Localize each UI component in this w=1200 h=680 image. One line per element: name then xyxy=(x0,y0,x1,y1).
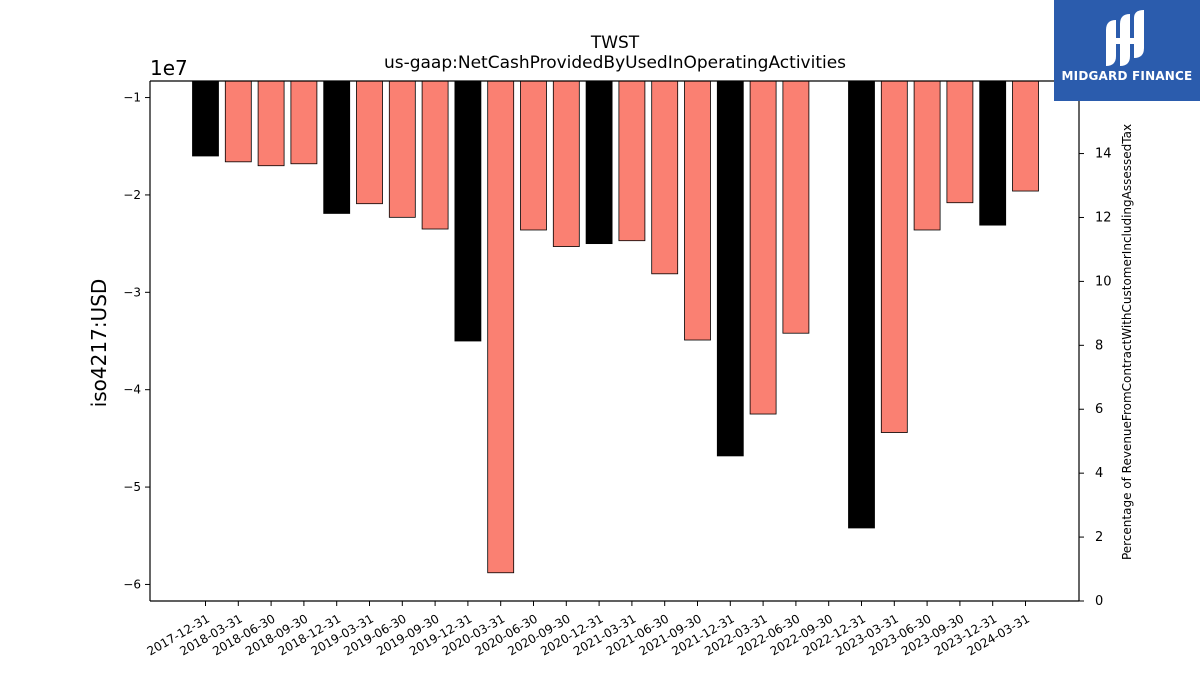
y-tick-label: −1 xyxy=(123,91,141,105)
y-tick-label: −2 xyxy=(123,188,141,202)
bars-group xyxy=(192,80,1039,574)
y-tick-label: −4 xyxy=(123,383,141,397)
y-tick-label: −3 xyxy=(123,285,141,299)
chart-subtitle: us-gaap:NetCashProvidedByUsedInOperating… xyxy=(384,53,846,73)
bar-2019-06-30 xyxy=(388,80,416,218)
bar-2023-06-30 xyxy=(913,80,941,231)
bar-2021-09-30 xyxy=(684,80,711,341)
bar-2021-06-30 xyxy=(651,80,679,275)
y-right-tick-label: 10 xyxy=(1095,274,1112,289)
bar-2022-03-31 xyxy=(749,80,777,415)
y-right-tick-label: 2 xyxy=(1095,530,1103,545)
bar-2018-06-30 xyxy=(257,80,285,167)
bar-2021-12-31 xyxy=(716,80,744,457)
bar-2022-06-30 xyxy=(782,80,810,334)
y-right-tick-label: 12 xyxy=(1095,210,1112,225)
midgard-logo-icon xyxy=(1106,10,1144,66)
midgard-logo: MIDGARD FINANCE xyxy=(1054,0,1200,101)
bar-2021-03-31 xyxy=(618,80,646,242)
chart-title: TWST xyxy=(590,33,640,53)
bar-2018-03-31 xyxy=(224,80,252,163)
bar-2020-06-30 xyxy=(520,80,547,231)
y-axis-right-label: Percentage of RevenueFromContractWithCus… xyxy=(1120,124,1134,560)
y-axis-label: iso4217:USD xyxy=(87,279,111,408)
y-right-tick-label: 6 xyxy=(1095,402,1103,417)
bar-2023-03-31 xyxy=(880,80,908,433)
bar-2017-12-31 xyxy=(192,80,219,157)
bar-2019-12-31 xyxy=(454,80,482,342)
y-right-tick-label: 14 xyxy=(1095,147,1112,162)
y-multiplier-label: 1e7 xyxy=(150,56,188,80)
y-tick-label: −5 xyxy=(123,480,141,494)
bar-2020-09-30 xyxy=(552,80,580,247)
y-tick-label: −6 xyxy=(123,577,141,591)
bar-2024-03-31 xyxy=(1012,80,1039,192)
bar-2019-03-31 xyxy=(356,80,383,205)
y-right-tick-label: 8 xyxy=(1095,338,1103,353)
bar-2020-12-31 xyxy=(585,80,613,245)
bar-2018-09-30 xyxy=(290,80,318,165)
bar-2020-03-31 xyxy=(487,80,515,574)
bar-2023-09-30 xyxy=(946,80,974,204)
midgard-logo-text: MIDGARD FINANCE xyxy=(1061,69,1193,83)
bar-2022-12-31 xyxy=(848,80,875,529)
y-right-tick-label: 0 xyxy=(1095,594,1103,609)
y-right-tick-label: 4 xyxy=(1095,466,1103,481)
bar-2023-12-31 xyxy=(979,80,1007,226)
bar-2018-12-31 xyxy=(323,80,351,214)
bar-2019-09-30 xyxy=(421,80,449,230)
